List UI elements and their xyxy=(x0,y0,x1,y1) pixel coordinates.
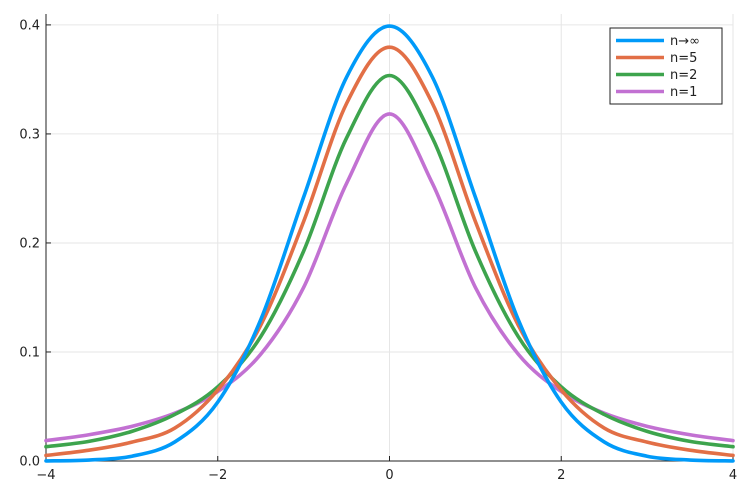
tick-labels: −4 −2 0 2 4 0.0 0.1 0.2 0.3 0.4 xyxy=(19,18,737,483)
legend: n→∞ n=5 n=2 n=1 xyxy=(609,27,723,105)
series-line-2 xyxy=(44,73,735,449)
legend-label-3: n=1 xyxy=(670,85,697,100)
y-tick-label: 0.3 xyxy=(19,127,40,142)
legend-label-1: n=5 xyxy=(670,51,697,66)
y-tick-label: 0.2 xyxy=(19,236,40,251)
x-tick-label: −4 xyxy=(36,468,55,483)
x-tick-label: 4 xyxy=(729,468,737,483)
x-tick-label: 2 xyxy=(557,468,565,483)
legend-label-0: n→∞ xyxy=(670,34,700,49)
y-tick-label: 0.4 xyxy=(19,18,40,33)
x-tick-label: −2 xyxy=(208,468,227,483)
y-tick-label: 0.1 xyxy=(19,345,40,360)
series-line-1 xyxy=(44,45,735,458)
series-line-0 xyxy=(44,24,735,463)
legend-label-2: n=2 xyxy=(670,68,697,83)
series-group xyxy=(44,24,735,463)
y-tick-label: 0.0 xyxy=(19,455,40,470)
x-tick-label: 0 xyxy=(385,468,393,483)
